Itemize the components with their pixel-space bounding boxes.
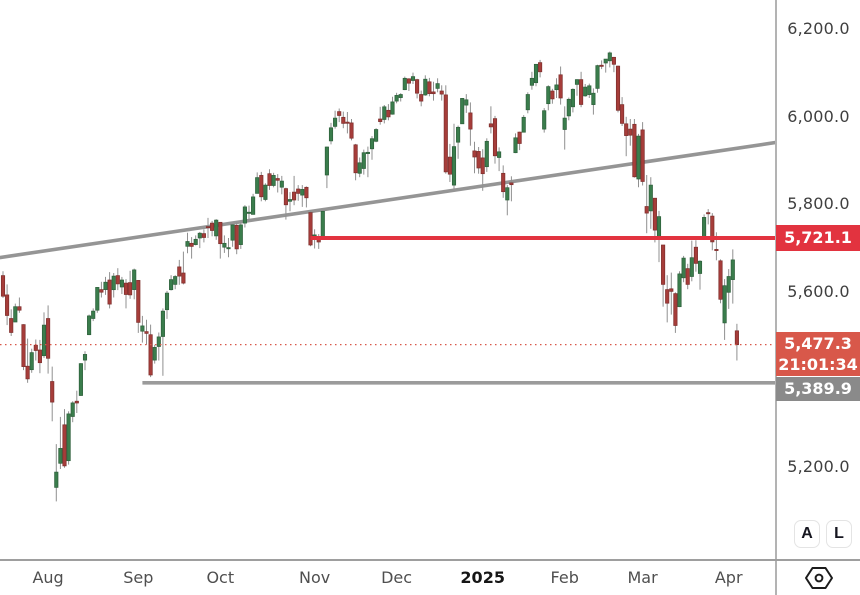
price-axis[interactable]: 6,200.0 6,000.0 5,800.0 5,600.0 5,200.0 5,72…	[776, 0, 860, 560]
time-axis-border	[0, 559, 860, 561]
hexagon-dot-icon	[804, 567, 833, 589]
time-axis-label: Apr	[714, 568, 743, 587]
resistance-price-value: 5,721.1	[784, 227, 852, 247]
resistance-price-badge: 5,721.1	[776, 224, 860, 251]
time-axis-label: Sep	[123, 568, 154, 587]
price-axis-label: 6,200.0	[787, 19, 850, 39]
log-scale-button[interactable]: L	[826, 520, 852, 548]
time-axis-label: Feb	[550, 568, 579, 587]
time-axis-label: Mar	[627, 568, 658, 587]
time-axis-label: Aug	[32, 568, 64, 587]
support-price-badge: 5,389.9	[776, 376, 860, 401]
price-axis-label: 5,600.0	[787, 281, 850, 301]
axis-settings-button[interactable]	[802, 564, 836, 592]
candlestick-chart	[0, 51, 775, 502]
last-price-badge: 5,477.3 21:01:34	[776, 331, 860, 376]
axis-corner	[777, 561, 860, 595]
time-axis-label: Oct	[206, 568, 235, 587]
time-axis-label: Dec	[381, 568, 413, 587]
price-axis-label: 6,000.0	[787, 106, 850, 126]
auto-scale-button[interactable]: A	[794, 520, 820, 548]
time-axis-label: Nov	[298, 568, 331, 587]
support-price-value: 5,389.9	[784, 378, 852, 398]
last-price-value: 5,477.3	[784, 333, 852, 353]
candlestick-series	[0, 51, 739, 502]
price-axis-label: 5,800.0	[787, 194, 850, 214]
price-axis-label: 5,200.0	[787, 456, 850, 476]
price-axis-border	[775, 0, 777, 595]
time-axis[interactable]: Aug Sep Oct Nov Dec 2025 Feb Mar Apr	[0, 561, 775, 595]
trendline-drawing[interactable]	[0, 140, 775, 260]
bar-close-countdown: 21:01:34	[778, 354, 858, 374]
time-axis-label: 2025	[460, 568, 505, 587]
chart-pane[interactable]	[0, 0, 775, 560]
